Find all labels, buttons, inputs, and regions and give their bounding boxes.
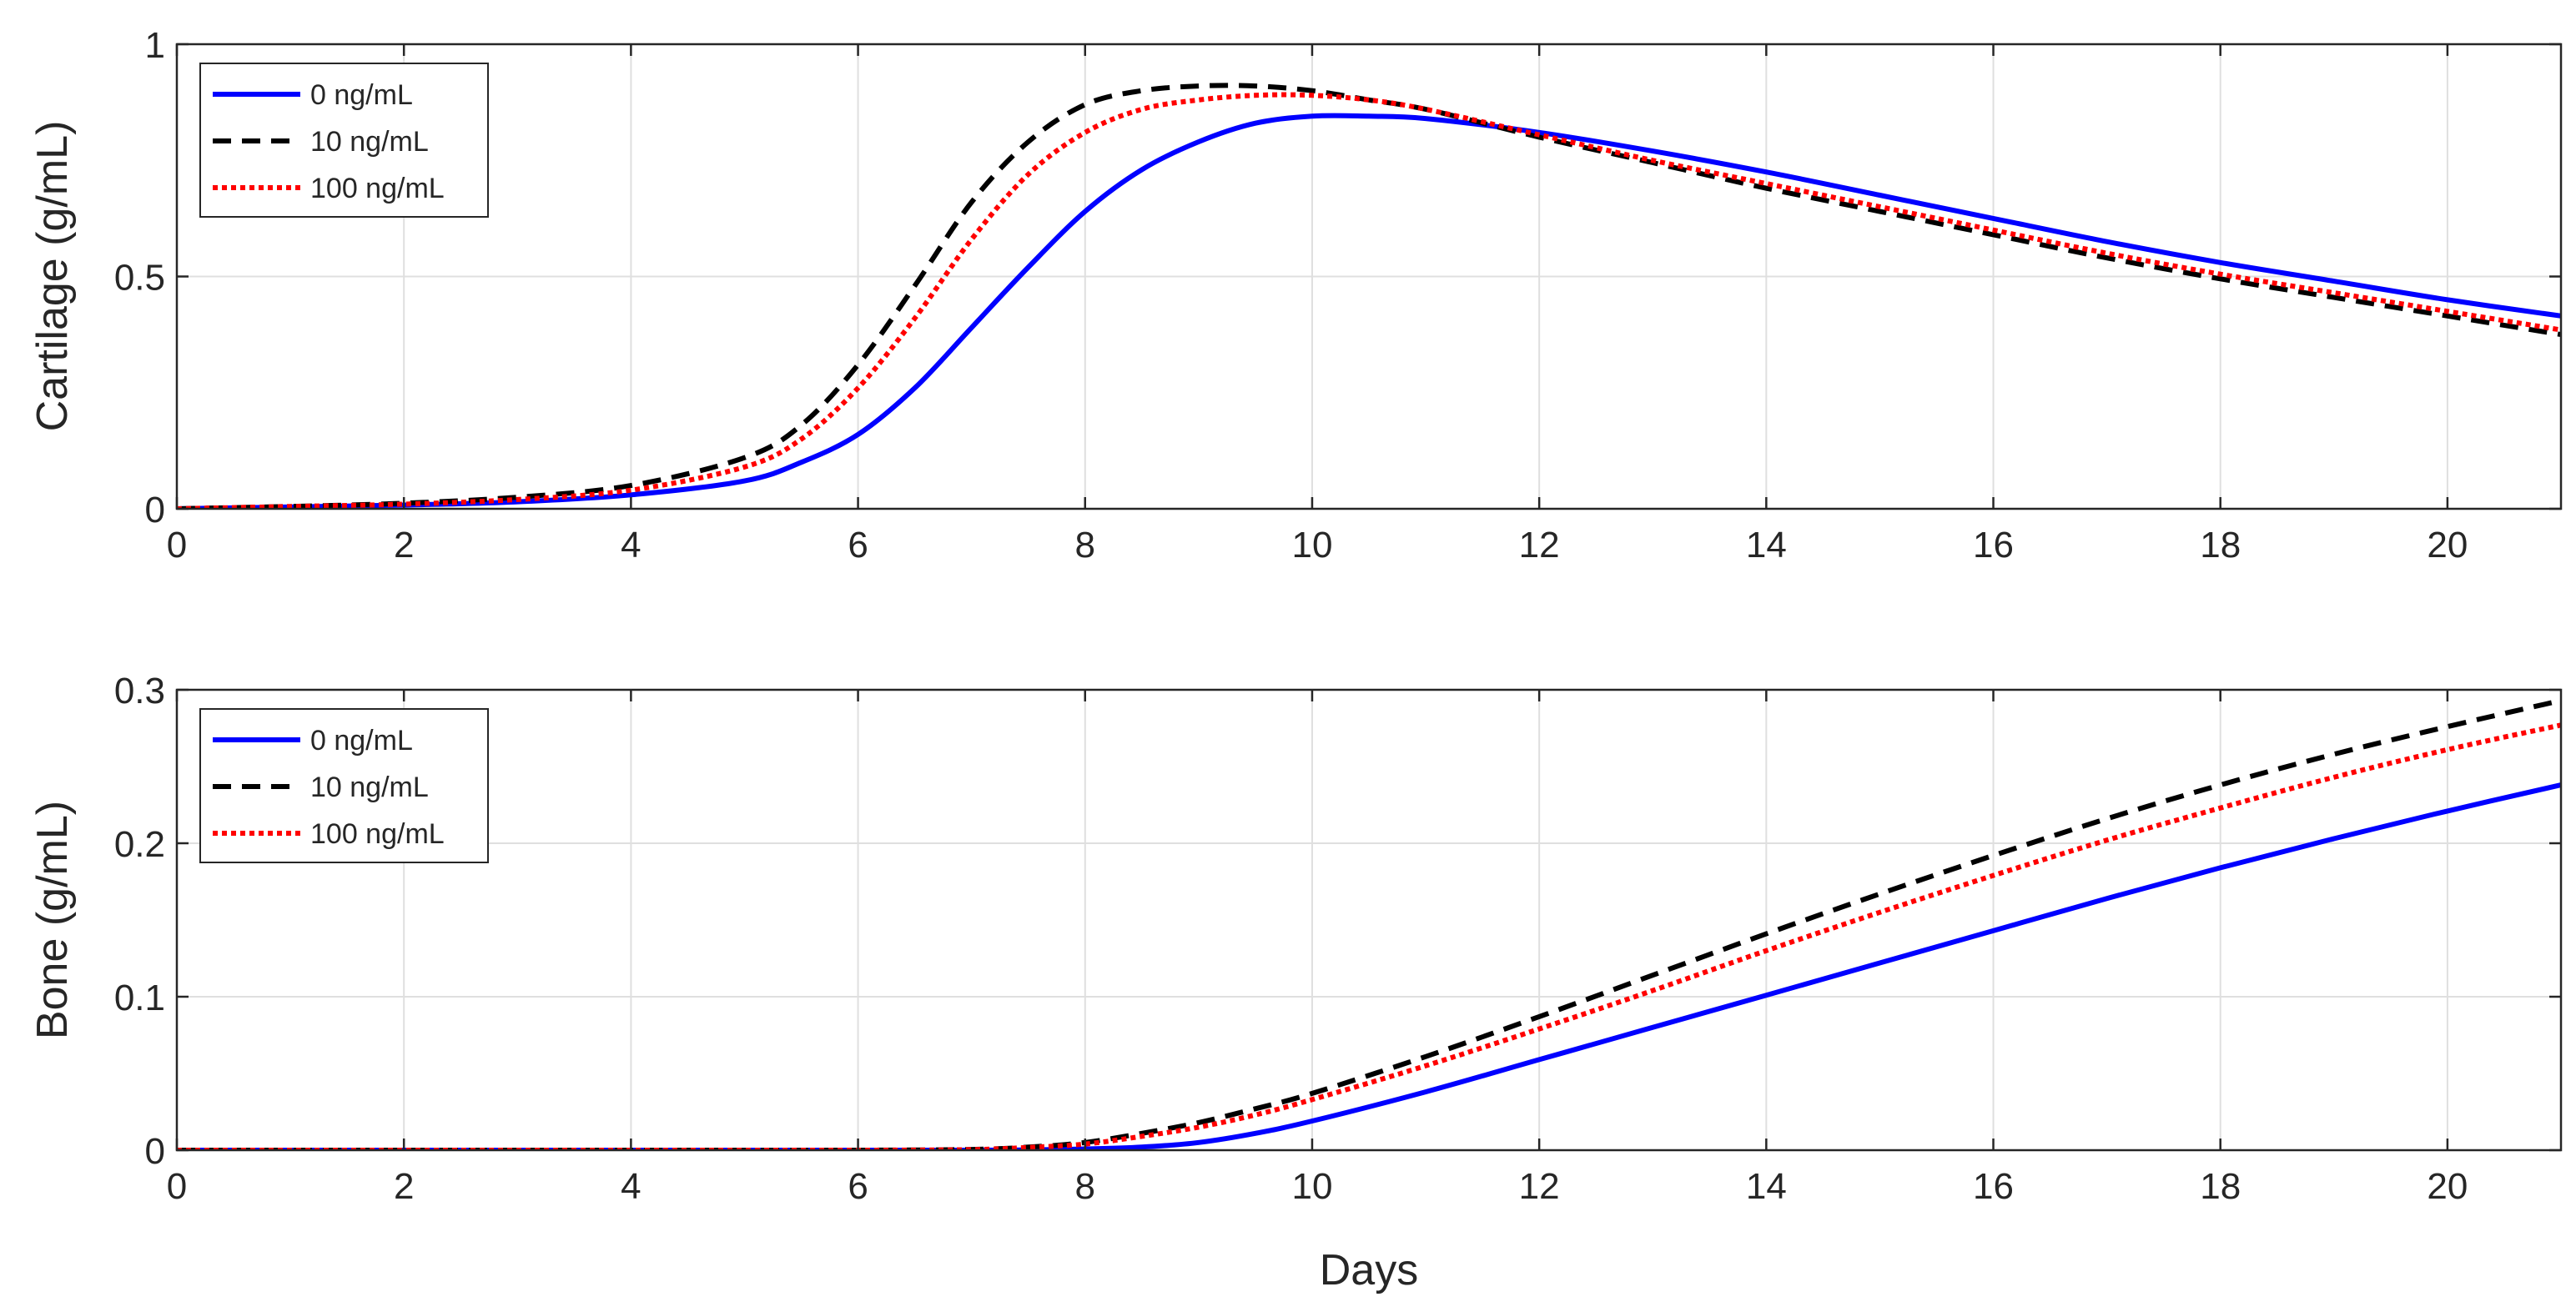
cartilage-y-tick-label: 0	[145, 490, 165, 530]
bone-x-tick-label: 16	[1973, 1166, 2014, 1207]
cartilage-y-tick-label: 1	[145, 25, 165, 66]
bone-legend: 0 ng/mL 10 ng/mL 100 ng/mL	[199, 708, 489, 863]
bone-series-line-2	[177, 722, 2561, 1150]
bone-y-tick-label: 0.2	[114, 824, 165, 865]
cartilage-x-tick-label: 10	[1291, 525, 1332, 566]
cartilage-series	[177, 83, 2561, 509]
cartilage-series-line-2	[177, 92, 2561, 509]
cartilage-grid	[176, 44, 2561, 509]
bone-series-line-0	[177, 782, 2561, 1150]
cartilage-series-line-0	[177, 113, 2561, 509]
cartilage-legend-label-1: 10 ng/mL	[310, 126, 429, 158]
bone-x-tick-label: 0	[167, 1166, 187, 1207]
bone-y-tick-label: 0.3	[114, 671, 165, 711]
bone-grid	[176, 690, 2561, 1150]
bone-y-tick-label: 0	[145, 1131, 165, 1172]
cartilage-x-tick-label: 2	[394, 525, 414, 566]
bone-x-tick-label: 8	[1075, 1166, 1095, 1207]
bone-legend-label-0: 0 ng/mL	[310, 725, 413, 757]
bone-legend-label-1: 10 ng/mL	[310, 772, 429, 803]
bone-ticks: 0 2 4 6 8 10 12 14 16 18 20 0 0.1 0.2 0.3	[114, 671, 2561, 1207]
cartilage-x-tick-label: 6	[848, 525, 868, 566]
bone-y-axis-label: Bone (g/mL)	[28, 801, 77, 1039]
bone-x-tick-label: 4	[621, 1166, 641, 1207]
cartilage-legend-label-2: 100 ng/mL	[310, 173, 445, 204]
cartilage-x-tick-label: 0	[167, 525, 187, 566]
cartilage-ticks: 0 2 4 6 8 10 12 14 16 18 20 0 0.5 1	[114, 25, 2561, 566]
bone-plot-area	[177, 690, 2561, 1150]
cartilage-x-tick-label: 4	[621, 525, 641, 566]
bone-x-tick-label: 6	[848, 1166, 868, 1207]
bone-series-line-1	[177, 697, 2561, 1150]
cartilage-x-tick-label: 16	[1973, 525, 2014, 566]
cartilage-x-tick-label: 12	[1519, 525, 1560, 566]
bone-legend-label-2: 100 ng/mL	[310, 818, 445, 850]
cartilage-y-axis-label: Cartilage (g/mL)	[28, 121, 77, 432]
cartilage-x-tick-label: 18	[2200, 525, 2241, 566]
cartilage-legend-label-0: 0 ng/mL	[310, 79, 413, 111]
bone-x-tick-label: 18	[2200, 1166, 2241, 1207]
bone-axes-box	[175, 688, 2563, 1152]
cartilage-series-line-1	[177, 83, 2561, 509]
bone-series	[177, 697, 2561, 1150]
cartilage-x-tick-label: 20	[2427, 525, 2468, 566]
bone-x-axis-label: Days	[1320, 1246, 1418, 1294]
cartilage-x-tick-label: 14	[1746, 525, 1787, 566]
bone-x-tick-label: 10	[1291, 1166, 1332, 1207]
cartilage-legend: 0 ng/mL 10 ng/mL 100 ng/mL	[199, 63, 489, 218]
cartilage-x-tick-label: 8	[1075, 525, 1095, 566]
bone-x-tick-label: 2	[394, 1166, 414, 1207]
bone-y-tick-label: 0.1	[114, 978, 165, 1018]
cartilage-y-tick-label: 0.5	[114, 258, 165, 299]
bone-x-tick-label: 14	[1746, 1166, 1787, 1207]
bone-x-tick-label: 20	[2427, 1166, 2468, 1207]
bone-x-tick-label: 12	[1519, 1166, 1560, 1207]
